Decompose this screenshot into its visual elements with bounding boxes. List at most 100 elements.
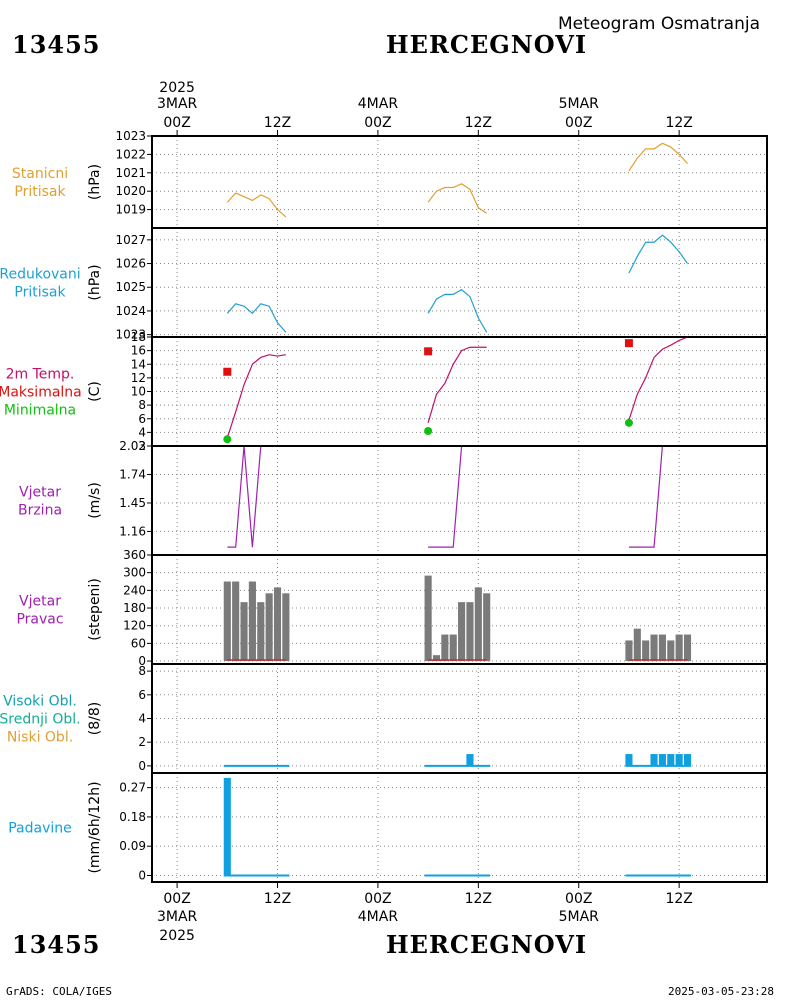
y-tick-label: 10: [131, 385, 146, 399]
data-bar: [424, 575, 432, 662]
y-tick-label: 1021: [115, 166, 146, 180]
y-tick-label: 2: [138, 735, 146, 749]
station-id-top: 13455: [12, 30, 101, 59]
bottom-date-label: 5MAR: [559, 909, 600, 925]
data-bar: [240, 602, 248, 662]
series-line: [427, 183, 488, 214]
panel-label: Pritisak: [14, 184, 66, 200]
top-hour-label: 12Z: [665, 115, 692, 131]
data-bar: [642, 640, 650, 662]
panel-frame: [151, 445, 768, 556]
data-bar: [257, 602, 265, 662]
y-tick-label: 1.74: [119, 467, 146, 481]
panel-label: Vjetar: [19, 594, 61, 610]
top-hour-label: 00Z: [565, 115, 592, 131]
top-date-label: 3MAR: [157, 96, 198, 112]
y-tick-label: 1026: [115, 257, 146, 271]
y-tick-label: 6: [138, 412, 146, 426]
data-bar: [667, 640, 675, 662]
panel-label: Padavine: [8, 821, 72, 837]
data-bar: [466, 754, 474, 766]
data-bar: [625, 754, 633, 766]
y-tick-label: 1.45: [119, 496, 146, 510]
station-name-bottom: HERCEGNOVI: [386, 930, 588, 959]
y-tick-label: 1027: [115, 233, 146, 247]
top-hour-label: 00Z: [364, 115, 391, 131]
y-tick-label: 120: [123, 619, 146, 633]
data-bar: [273, 587, 282, 662]
min-temp-marker: [624, 418, 633, 427]
data-bar: [474, 587, 482, 662]
y-tick-label: 360: [123, 548, 146, 562]
y-axis-label: (C): [87, 381, 103, 402]
series-line: [226, 354, 286, 439]
panel-frame: [151, 227, 768, 338]
data-bar: [265, 593, 273, 662]
data-bar: [675, 754, 683, 766]
bottom-date-label: 3MAR: [157, 909, 198, 925]
panel-label: Redukovani: [0, 267, 81, 283]
y-tick-label: 6: [138, 688, 146, 702]
panel-label: Minimalna: [4, 403, 76, 419]
data-bar: [432, 655, 441, 662]
panel-label: Visoki Obl.: [3, 694, 77, 710]
data-bar: [675, 634, 683, 662]
panel-label: Stanicni: [12, 166, 68, 182]
panel-label: Pritisak: [14, 285, 66, 301]
meteogram-title: Meteogram Osmatranja: [558, 14, 761, 34]
data-bar: [667, 754, 675, 766]
panel-frame: [151, 772, 768, 883]
top-hour-label: 12Z: [465, 115, 492, 131]
y-tick-label: 1020: [115, 184, 146, 198]
y-axis-label: (m/s): [87, 482, 103, 519]
data-bar: [232, 581, 240, 662]
y-tick-label: 2: [138, 439, 146, 453]
bottom-hour-label: 12Z: [665, 891, 692, 907]
data-bar: [223, 581, 231, 662]
top-hour-label: 00Z: [163, 115, 190, 131]
top-year-label: 2025: [159, 80, 195, 96]
y-tick-label: 0.27: [119, 781, 146, 795]
data-bar: [625, 640, 633, 662]
data-bar: [466, 602, 474, 662]
y-tick-label: 300: [123, 566, 146, 580]
y-tick-label: 16: [131, 344, 146, 358]
series-line: [628, 445, 688, 548]
y-axis-label: (mm/6h/12h): [87, 781, 103, 873]
data-bar: [683, 754, 692, 766]
y-tick-label: 14: [131, 357, 146, 371]
y-tick-label: 1023: [115, 328, 146, 342]
bottom-year-label: 2025: [159, 928, 195, 944]
bottom-hour-label: 12Z: [465, 891, 492, 907]
panel-label: Pravac: [16, 612, 63, 628]
panel-label: Niski Obl.: [7, 730, 73, 746]
series-line: [628, 336, 688, 421]
bottom-hour-label: 00Z: [364, 891, 391, 907]
y-tick-label: 180: [123, 601, 146, 615]
min-temp-marker: [223, 435, 232, 444]
timestamp-text: 2025-03-05-23:28: [668, 985, 774, 998]
bottom-hour-label: 00Z: [163, 891, 190, 907]
panel-label: Maksimalna: [0, 385, 82, 401]
series-line: [427, 288, 488, 333]
series-line: [226, 192, 287, 218]
y-tick-label: 0.09: [119, 839, 146, 853]
y-tick-label: 60: [131, 636, 146, 650]
y-tick-label: 8: [138, 398, 146, 412]
top-date-label: 4MAR: [358, 96, 399, 112]
y-axis-label: (hPa): [87, 264, 103, 300]
y-tick-label: 1.16: [119, 524, 146, 538]
min-temp-marker: [424, 427, 433, 436]
y-tick-label: 12: [131, 371, 146, 385]
bottom-hour-label: 00Z: [565, 891, 592, 907]
panel-label: Srednji Obl.: [0, 712, 81, 728]
series-line: [428, 445, 487, 548]
credit-text: GrADS: COLA/IGES: [6, 985, 112, 998]
top-date-label: 5MAR: [559, 96, 600, 112]
bottom-date-label: 4MAR: [358, 909, 399, 925]
y-tick-label: 1024: [115, 304, 146, 318]
y-tick-label: 1025: [115, 280, 146, 294]
series-line: [628, 234, 689, 274]
data-bar: [650, 754, 658, 766]
